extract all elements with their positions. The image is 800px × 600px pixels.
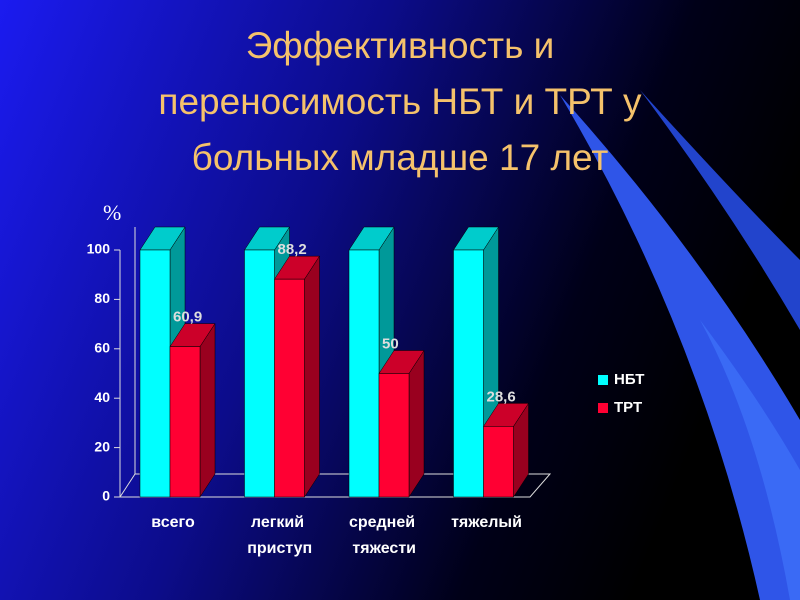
y-tick-label: 100 (87, 241, 111, 257)
x-tick-label: тяжелый (451, 514, 522, 531)
value-label: 28,6 (487, 388, 516, 405)
bar (453, 249, 484, 498)
y-tick-label: 20 (94, 438, 110, 454)
title: Эффективность и переносимость НБТ и ТРТ … (158, 25, 642, 178)
y-tick-label: 80 (94, 290, 110, 306)
value-label: 60,9 (173, 309, 202, 326)
legend-label: НБТ (614, 371, 644, 388)
bar-side (408, 349, 425, 498)
bar-side (199, 322, 216, 498)
legend-label: ТРТ (614, 399, 642, 416)
legend-swatch (598, 375, 608, 385)
bar (244, 249, 275, 498)
y-tick-label: 40 (94, 389, 110, 405)
legend-swatch (598, 403, 608, 413)
x-tick-label: легкий приступ (243, 514, 312, 557)
y-tick-label: 0 (102, 488, 110, 504)
y-axis-label: % (103, 200, 121, 225)
bar (378, 373, 410, 498)
x-tick-label: всего (151, 514, 195, 531)
swoosh (700, 320, 800, 600)
y-tick-label: 60 (94, 340, 110, 356)
bar (139, 249, 171, 498)
swoosh (560, 95, 800, 600)
value-label: 88,2 (278, 241, 307, 258)
x-tick-label: средней тяжести (348, 514, 416, 557)
title-line: больных младше 17 лет (192, 137, 609, 178)
bar (274, 278, 305, 498)
bar (169, 346, 201, 498)
title-line: переносимость НБТ и ТРТ у (158, 81, 642, 122)
bar-side (304, 255, 320, 498)
value-label: 50 (382, 335, 399, 352)
bar (483, 426, 514, 498)
title-line: Эффективность и (246, 25, 555, 66)
bar (348, 249, 380, 498)
